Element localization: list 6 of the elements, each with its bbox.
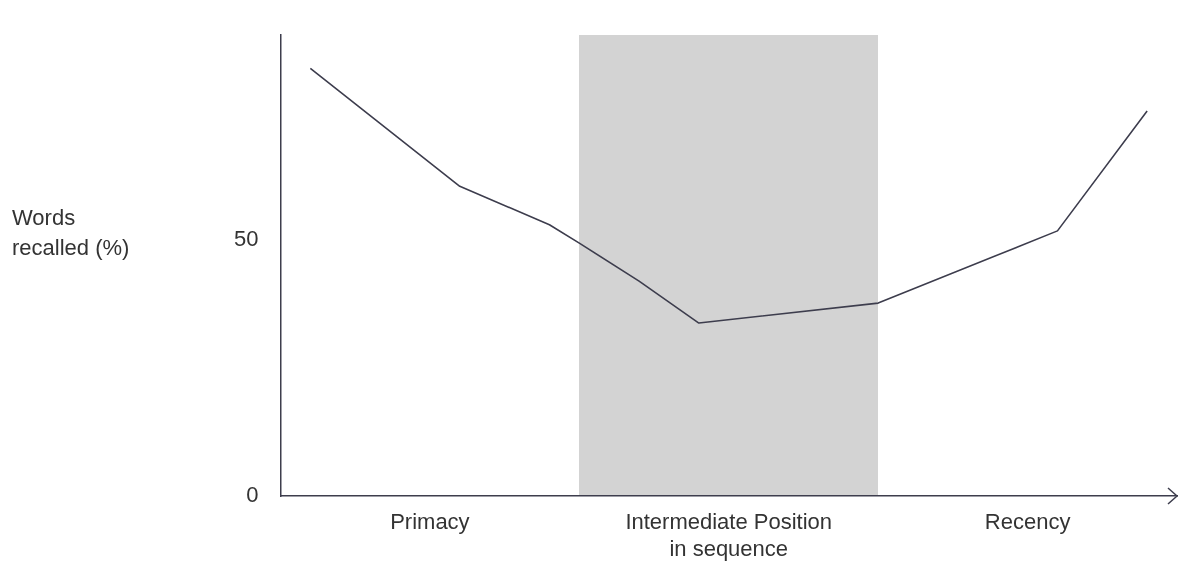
y-axis-title: Words recalled (%) — [12, 204, 131, 262]
y-tick-label: 50 — [233, 226, 259, 252]
y-tick-label: 0 — [246, 482, 259, 508]
x-tick-label: Primacy — [390, 509, 470, 535]
x-tick-label: Recency — [984, 509, 1071, 535]
x-tick-label: Intermediate Position in sequence — [625, 509, 833, 561]
